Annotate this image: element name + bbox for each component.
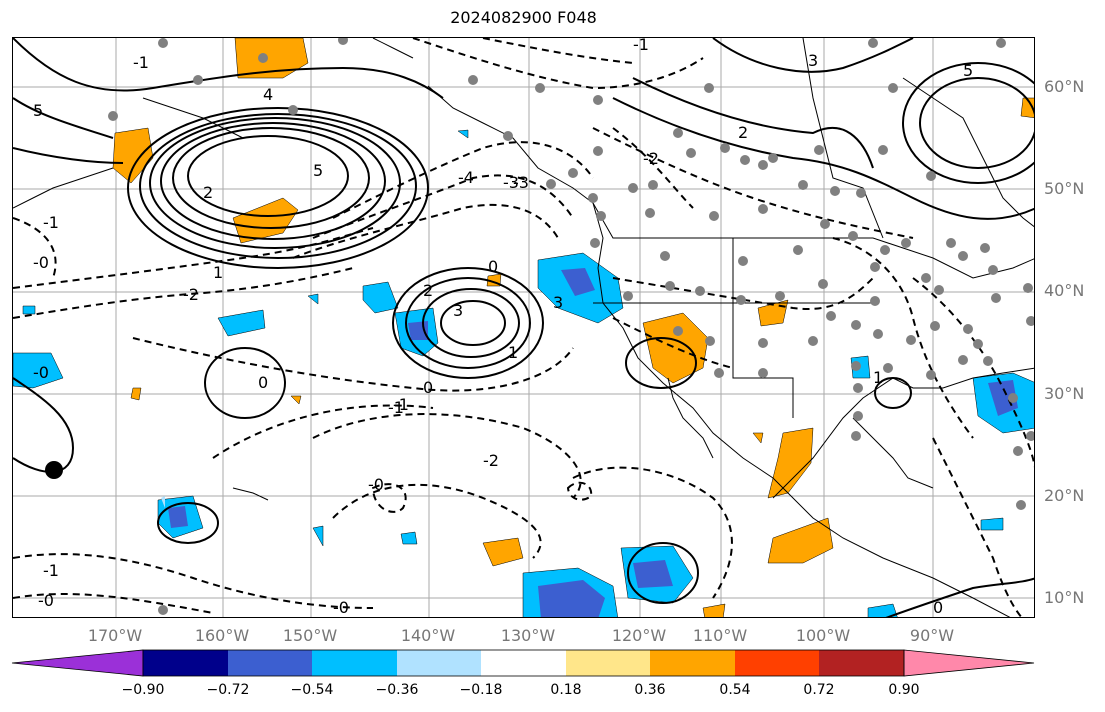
- colorbar-tick: −0.18: [459, 682, 503, 698]
- contour-label: -3: [513, 173, 529, 192]
- contour-label: -3: [503, 173, 519, 192]
- contour-label: -2: [483, 451, 499, 470]
- contour-label: -0: [368, 475, 384, 494]
- station-markers: [108, 38, 1034, 615]
- figure-title: 2024082900 F048: [450, 8, 597, 27]
- lon-label-140w: 140°W: [400, 626, 456, 645]
- contour-label: 0: [933, 598, 943, 617]
- colorbar-tick: −0.72: [206, 682, 250, 698]
- map-panel: 1 4 5 5 3 2 5 2 3 0 -1 -2 -3 -4 -1 -2 -0…: [12, 37, 1035, 618]
- colorbar-tick: −0.36: [375, 682, 419, 698]
- positive-contours: [13, 38, 1034, 617]
- contour-label: -0: [333, 598, 349, 617]
- colorbar-tick: 0.72: [803, 682, 835, 698]
- colorbar-tick: 0.36: [634, 682, 666, 698]
- contour-label: -1: [43, 561, 59, 580]
- contour-label: 2: [738, 123, 748, 142]
- lat-label-30n: 30°N: [1044, 384, 1085, 403]
- colorbar-segment: [735, 650, 819, 676]
- contour-labels: 1 4 5 5 3 2 5 2 3 0 -1 -2 -3 -4 -1 -2 -0…: [33, 38, 973, 617]
- coastlines: [13, 38, 1034, 617]
- colorbar-segment: [819, 650, 904, 676]
- contour-label: -2: [183, 285, 199, 304]
- contour-label: 4: [263, 85, 273, 104]
- contour-label: -1: [633, 38, 649, 54]
- contour-label: -1: [133, 53, 149, 72]
- lon-label-170w: 170°W: [87, 626, 143, 645]
- contour-label: 0: [258, 373, 268, 392]
- lon-label-160w: 160°W: [194, 626, 250, 645]
- contour-label: 3: [553, 293, 563, 312]
- contour-label: -1: [388, 398, 404, 417]
- contour-label: 5: [963, 61, 973, 80]
- contour-label: -1: [393, 395, 409, 414]
- colorbar-tick: −0.54: [290, 682, 334, 698]
- colorbar-tick: 0.90: [888, 682, 920, 698]
- contour-label: -0: [33, 253, 49, 272]
- weak-negative-shading: [161, 496, 165, 508]
- colorbar-segment: [228, 650, 312, 676]
- contour-label: -0: [33, 363, 49, 382]
- contour-label: 3: [453, 301, 463, 320]
- contour-label: 1: [508, 343, 518, 362]
- colorbar-segment: [312, 650, 397, 676]
- colorbar: [11, 649, 1035, 677]
- colorbar-segment: [143, 650, 228, 676]
- strong-negative-shading: [168, 268, 1018, 617]
- lat-label-40n: 40°N: [1044, 281, 1085, 300]
- contour-label: -2: [643, 149, 659, 168]
- colorbar-segment: [481, 650, 566, 676]
- colorbar-segment: [397, 650, 481, 676]
- colorbar-tick: −0.90: [121, 682, 165, 698]
- lat-label-50n: 50°N: [1044, 179, 1085, 198]
- contour-label: -1: [43, 213, 59, 232]
- lon-label-90w: 90°W: [909, 626, 955, 645]
- contour-label: 5: [33, 101, 43, 120]
- contour-label: 5: [313, 161, 323, 180]
- lat-label-10n: 10°N: [1044, 588, 1085, 607]
- negative-contours: [13, 38, 1034, 617]
- lon-label-130w: 130°W: [500, 626, 556, 645]
- lat-label-20n: 20°N: [1044, 486, 1085, 505]
- lat-label-60n: 60°N: [1044, 77, 1085, 96]
- contour-label: 0: [488, 257, 498, 276]
- lon-label-120w: 120°W: [611, 626, 667, 645]
- contour-label: 1: [873, 368, 883, 387]
- contour-label: 0: [423, 378, 433, 397]
- colorbar-segment: [903, 649, 1035, 677]
- contour-label: -4: [458, 168, 474, 187]
- contour-label: 3: [808, 51, 818, 70]
- marker-dot: [45, 461, 63, 479]
- lon-label-110w: 110°W: [692, 626, 748, 645]
- positive-anomaly-shading: [112, 38, 1034, 617]
- lon-label-100w: 100°W: [795, 626, 851, 645]
- contour-label: 1: [213, 263, 223, 282]
- colorbar-tick: 0.18: [550, 682, 582, 698]
- colorbar-segment: [566, 650, 650, 676]
- contour-label: 2: [203, 183, 213, 202]
- colorbar-segment: [650, 650, 735, 676]
- contour-label: 2: [423, 281, 433, 300]
- colorbar-tick: 0.54: [719, 682, 751, 698]
- colorbar-segment: [11, 649, 144, 677]
- map-canvas: 1 4 5 5 3 2 5 2 3 0 -1 -2 -3 -4 -1 -2 -0…: [13, 38, 1034, 617]
- contour-label: -0: [38, 591, 54, 610]
- lon-label-150w: 150°W: [282, 626, 338, 645]
